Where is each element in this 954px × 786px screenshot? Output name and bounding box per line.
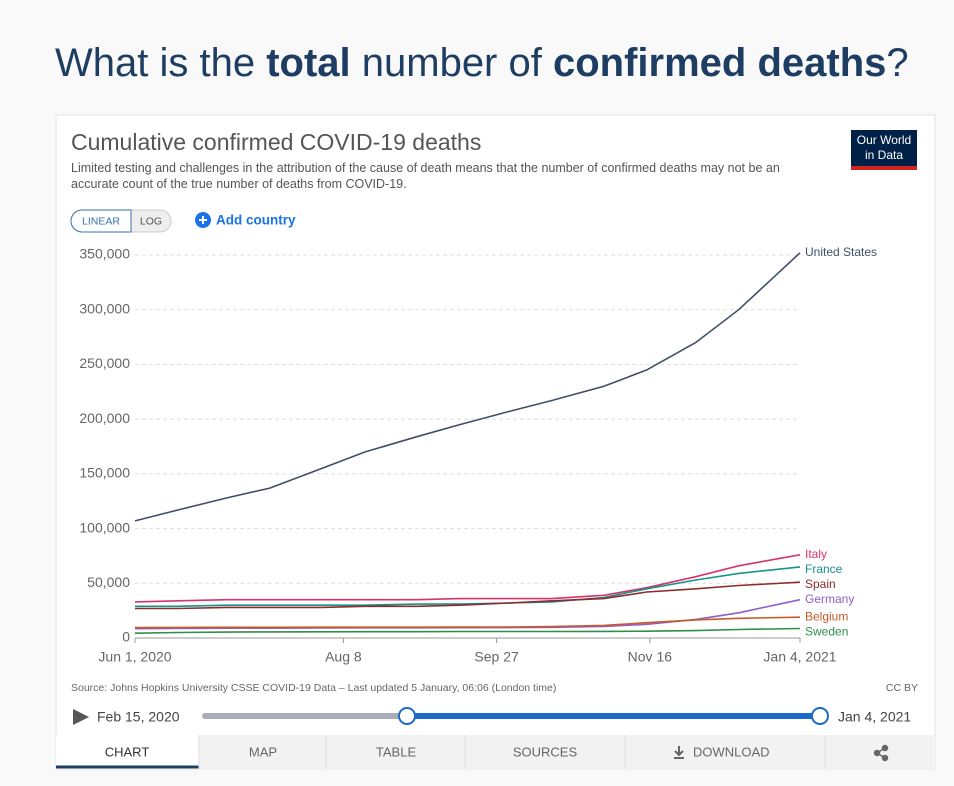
legend-label: United States: [805, 245, 877, 259]
tab-dividers: [198, 735, 826, 769]
x-tick-label: Nov 16: [628, 649, 673, 665]
y-tick-label: 50,000: [87, 574, 130, 590]
add-icon-plus: [199, 216, 207, 224]
tab[interactable]: MAP: [249, 744, 277, 759]
license: CC BY: [886, 682, 918, 694]
chart-title: Cumulative confirmed COVID-19 deaths: [71, 129, 481, 155]
headline-part: total: [266, 41, 350, 85]
headline-part: What is the: [55, 41, 266, 85]
logo-box: [851, 130, 917, 167]
legend-label: Spain: [805, 577, 836, 591]
y-tick-label: 250,000: [79, 355, 130, 371]
share-icon[interactable]: [873, 744, 889, 762]
chart-subtitle: Limited testing and challenges in the at…: [71, 161, 780, 191]
play-button[interactable]: [73, 709, 89, 725]
y-tick-label: 350,000: [79, 246, 130, 262]
add-country[interactable]: Add country: [216, 213, 296, 228]
series-line: [135, 566, 801, 608]
logo-text: Our World: [857, 133, 911, 147]
tab-active[interactable]: [56, 735, 199, 769]
x-tick-label: Aug 8: [325, 649, 362, 665]
tab[interactable]: SOURCES: [513, 744, 578, 759]
x-tick-label: Sep 27: [474, 649, 519, 665]
legend-label: Italy: [805, 547, 827, 561]
series-line: [134, 554, 801, 603]
headline-part: confirmed deaths: [553, 41, 886, 85]
series-line: [134, 627, 801, 634]
tab-bar: [56, 735, 935, 769]
download-icon: [674, 746, 684, 759]
logo-text: in Data: [865, 148, 903, 162]
timeline-start: Feb 15, 2020: [97, 709, 180, 725]
legend-label: Sweden: [805, 624, 848, 638]
series-line: [134, 616, 801, 629]
y-tick-label: 100,000: [79, 519, 130, 535]
tab[interactable]: DOWNLOAD: [693, 744, 770, 759]
series-line: [135, 581, 801, 610]
headline: What is the total number of confirmed de…: [55, 41, 909, 85]
y-tick-label: 150,000: [79, 465, 130, 481]
log-label[interactable]: LOG: [140, 215, 162, 227]
headline-part: number of: [351, 41, 553, 85]
timeline-handle[interactable]: [811, 707, 829, 725]
tab[interactable]: CHART: [105, 744, 150, 759]
legend-label: France: [805, 562, 843, 576]
legend-label: Germany: [805, 592, 854, 606]
x-tick-label: Jan 4, 2021: [763, 649, 836, 665]
logo-bar: [851, 166, 917, 170]
linear-button[interactable]: [70, 209, 132, 233]
headline-part: ?: [886, 41, 908, 85]
source: Source: Johns Hopkins University CSSE CO…: [71, 682, 556, 694]
y-tick-label: 300,000: [79, 300, 130, 316]
y-tick-label: 0: [122, 629, 130, 645]
timeline-end: Jan 4, 2021: [838, 709, 911, 725]
tab[interactable]: TABLE: [376, 744, 417, 759]
legend-label: Belgium: [805, 609, 848, 623]
card: [55, 114, 936, 770]
x-tick-label: Jun 1, 2020: [98, 649, 171, 665]
linear-label[interactable]: LINEAR: [82, 215, 120, 227]
series-line: [134, 252, 801, 522]
y-tick-label: 200,000: [79, 410, 130, 426]
timeline-handle[interactable]: [398, 707, 416, 725]
